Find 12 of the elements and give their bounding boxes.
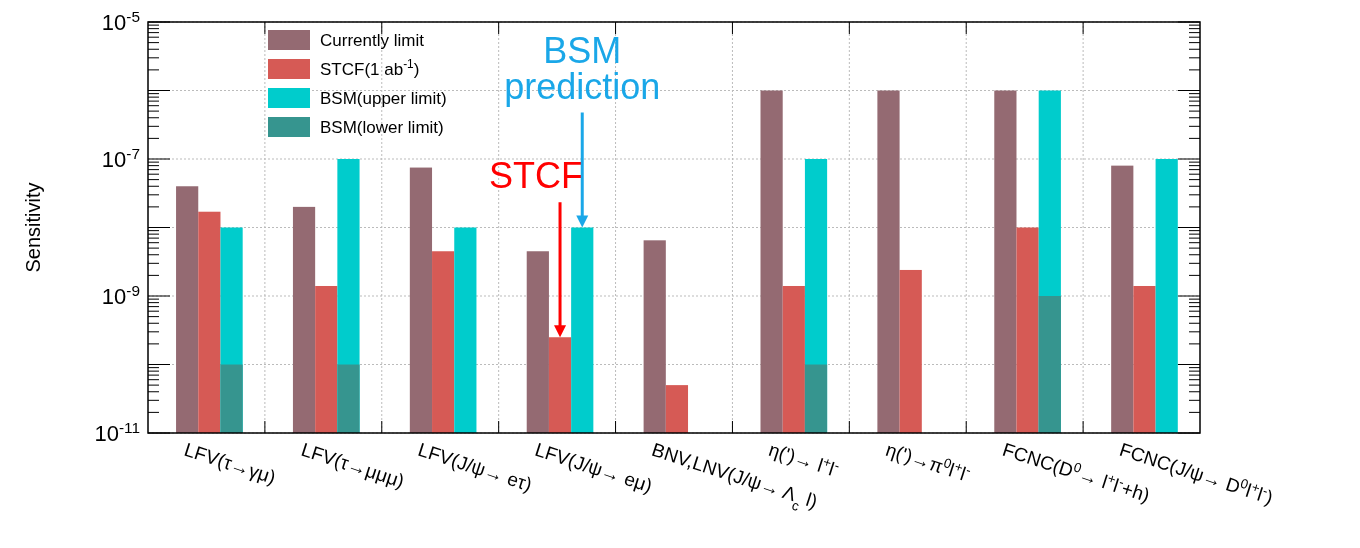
annotation: BSM prediction [504, 29, 661, 107]
y-tick-label: 10$^{-11}$ [94, 418, 140, 446]
legend-label: BSM(upper limit) [320, 88, 447, 108]
legend-label: STCF(1 ab$^{-1}$) [320, 56, 420, 79]
y-tick-label: 10$^{-9}$ [101, 281, 140, 309]
legend-label: BSM(lower limit) [320, 117, 444, 137]
y-tick-label: 10$^{-7}$ [101, 144, 140, 172]
legend-label: Currently limit [320, 30, 425, 50]
x-tick-label: η(')→π$^{0}$l$^{+}$l$^{-}$ [883, 438, 974, 485]
y-axis-title: Sensitivity [22, 182, 44, 273]
annotation: STCF [489, 155, 584, 197]
y-tick-label: 10$^{-5}$ [101, 7, 140, 35]
